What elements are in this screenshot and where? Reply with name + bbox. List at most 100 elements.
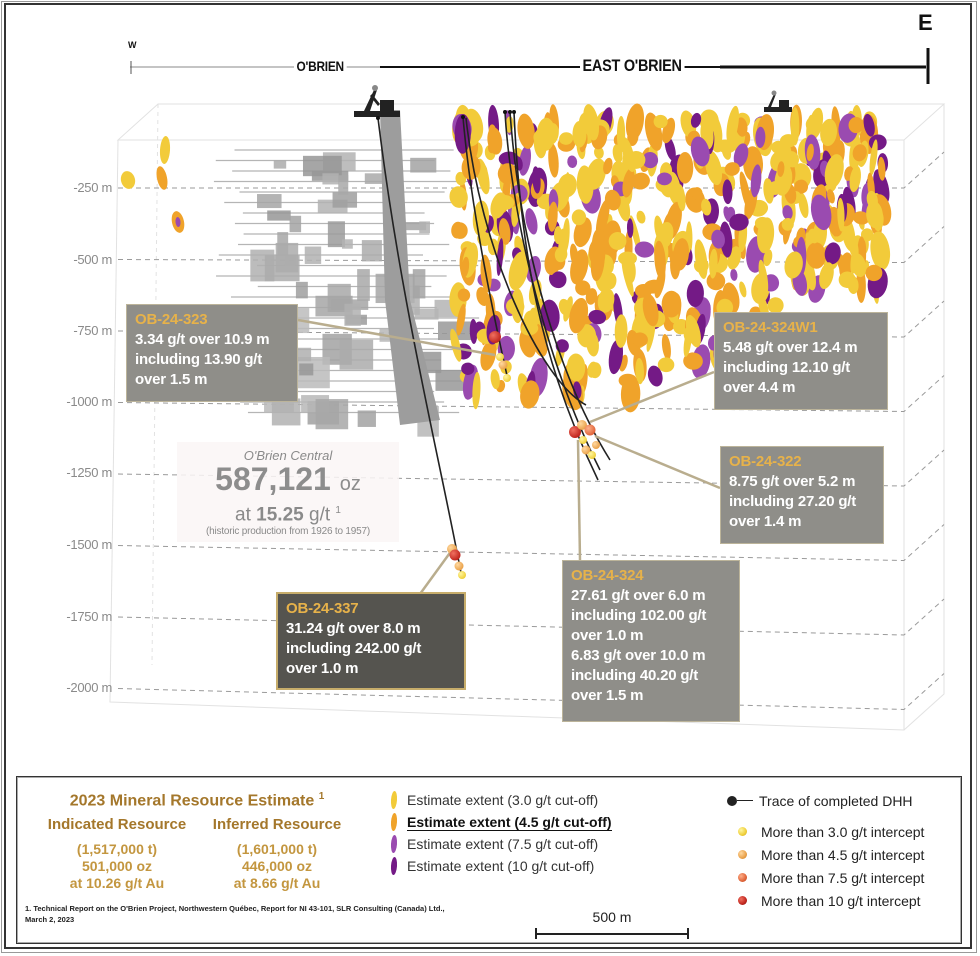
ore-lens	[870, 231, 891, 271]
collar-dot	[508, 110, 512, 114]
central-title: O'Brien Central	[243, 448, 333, 463]
box-front-face	[109, 139, 905, 731]
ore-lens	[647, 365, 663, 387]
ore-lens	[570, 249, 589, 285]
ore-lens	[588, 309, 607, 325]
depth-label-250: -250 m	[73, 180, 112, 195]
ore-lens	[476, 286, 490, 306]
ore-lens	[553, 226, 563, 245]
ore-lens	[726, 105, 739, 145]
stope-shape	[273, 160, 287, 169]
ore-lens	[739, 281, 747, 298]
leader-line	[594, 434, 721, 490]
depth-gridline	[117, 598, 945, 636]
intercept-ball	[592, 441, 600, 449]
ore-lens	[498, 218, 511, 245]
central-ounces: 587,121 oz	[215, 461, 361, 497]
ore-lens	[159, 136, 171, 164]
ore-lens	[866, 201, 883, 229]
ore-lens	[550, 271, 567, 289]
stope-shape	[302, 155, 342, 177]
ore-lens	[690, 136, 710, 167]
ore-lens	[175, 217, 181, 227]
ore-lens	[461, 256, 470, 278]
ore-lens	[729, 213, 749, 231]
ore-lens	[566, 353, 586, 382]
ore-lens	[558, 298, 571, 316]
ore-lens	[490, 369, 500, 390]
ore-lens	[805, 117, 819, 133]
ore-lens	[808, 228, 820, 244]
ore-lens	[554, 246, 568, 263]
legend-item-intercept-10: More than 10 g/t intercept	[715, 889, 924, 912]
scale-bar: 500 m	[535, 909, 689, 939]
depth-gridline	[117, 375, 945, 413]
hole-id: OB-24-323	[135, 311, 208, 328]
ore-lens	[525, 208, 538, 235]
ore-lens	[755, 126, 766, 148]
leader-line	[576, 439, 582, 561]
hole-id: OB-24-337	[286, 600, 359, 617]
ore-lens	[691, 187, 703, 200]
intercept-ball	[579, 436, 587, 444]
depth-label-750: -750 m	[73, 323, 112, 338]
legend-item-intercept-4-5: More than 4.5 g/t intercept	[715, 843, 924, 866]
legend-item-dhh-trace: Trace of completed DHH	[715, 789, 924, 812]
ore-lens	[569, 297, 589, 334]
legend-item-10: Estimate extent (10 g/t cut-off)	[390, 855, 612, 877]
ore-lens	[782, 205, 793, 220]
obrien-central-production: O'Brien Central 587,121 oz at 15.25 g/t …	[177, 442, 399, 542]
central-note: (historic production from 1926 to 1957)	[206, 526, 370, 538]
stope-shape	[357, 269, 370, 301]
ore-lens	[676, 151, 694, 184]
indicated-resource: Indicated Resource (1,517,000 t) 501,000…	[47, 816, 187, 892]
ore-lens	[595, 199, 610, 238]
ore-lens	[686, 279, 704, 307]
ore-lens	[824, 154, 844, 189]
drill-trace	[465, 117, 587, 406]
leader-line	[297, 318, 496, 357]
intercept-ball	[584, 424, 596, 436]
hole-id: OB-24-322	[729, 453, 802, 470]
stope-shape	[332, 192, 358, 208]
callout-ob-24-324: OB-24-324 27.61 g/t over 6.0 m including…	[562, 560, 740, 722]
leader-line	[589, 370, 715, 424]
ore-lens	[763, 249, 773, 267]
section-label-east-obrien: EAST O'BRIEN	[580, 56, 685, 76]
callout-ob-24-323: OB-24-323 3.34 g/t over 10.9 m including…	[126, 304, 298, 402]
ore-lens	[877, 156, 886, 181]
intercept-ball	[449, 549, 461, 561]
inferred-resource: Inferred Resource (1,601,000 t) 446,000 …	[212, 816, 342, 892]
ore-lens	[719, 221, 733, 258]
ore-lens	[735, 117, 748, 137]
ore-lens	[618, 373, 638, 388]
ore-lens	[635, 357, 645, 385]
mineralization-lenses	[120, 103, 892, 413]
ore-lens	[654, 240, 666, 280]
ore-lens	[495, 194, 515, 210]
drill-hole-traces	[376, 110, 611, 579]
ore-lens	[450, 328, 462, 362]
stope-shape	[315, 399, 349, 430]
stope-shape	[414, 308, 439, 320]
section-label-obrien: O'BRIEN	[294, 58, 347, 74]
ore-lens	[694, 239, 708, 279]
ore-lens	[480, 340, 497, 371]
ore-lens	[754, 216, 771, 230]
depth-gridline	[118, 151, 945, 189]
lens-swatch-icon	[390, 812, 398, 832]
ore-lens	[461, 154, 481, 180]
ore-lens	[777, 161, 785, 177]
drillhole-legend: Trace of completed DHH More than 3.0 g/t…	[715, 789, 924, 912]
ore-lens	[583, 104, 600, 141]
ore-lens	[733, 143, 749, 168]
ore-lens	[472, 371, 481, 410]
ore-lens	[706, 272, 726, 291]
stope-shape	[361, 240, 382, 262]
leader-line	[418, 549, 454, 595]
mineral-resource-estimate: 2023 Mineral Resource Estimate 1 Indicat…	[37, 791, 357, 892]
ore-lens	[784, 251, 803, 279]
ore-lens	[642, 293, 659, 327]
ore-lens	[860, 228, 874, 242]
